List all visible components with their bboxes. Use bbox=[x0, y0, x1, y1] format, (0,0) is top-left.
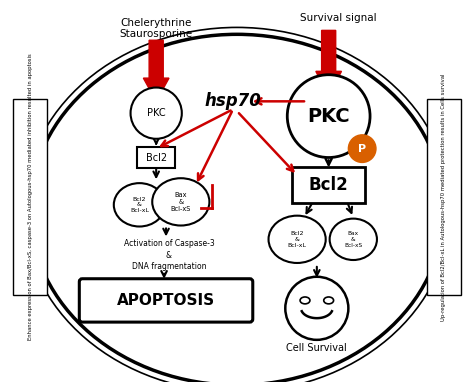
FancyBboxPatch shape bbox=[13, 99, 47, 296]
Text: Bcl2: Bcl2 bbox=[309, 176, 348, 194]
Text: Bax
&
Bcl-xS: Bax & Bcl-xS bbox=[344, 231, 363, 248]
Circle shape bbox=[287, 75, 370, 157]
Circle shape bbox=[348, 135, 376, 162]
Text: Up-regulation of Bcl2/Bcl-xL in Autologous-hsp70 mediated protection results in : Up-regulation of Bcl2/Bcl-xL in Autologo… bbox=[441, 73, 447, 321]
Text: P: P bbox=[358, 144, 366, 154]
FancyBboxPatch shape bbox=[292, 167, 365, 203]
Text: Cell Survival: Cell Survival bbox=[286, 343, 347, 353]
Text: Bcl2: Bcl2 bbox=[146, 152, 167, 162]
Text: APOPTOSIS: APOPTOSIS bbox=[117, 293, 215, 308]
Polygon shape bbox=[143, 40, 169, 101]
Text: Survival signal: Survival signal bbox=[300, 13, 377, 23]
Text: Bax
&
Bcl-xS: Bax & Bcl-xS bbox=[171, 192, 191, 212]
Ellipse shape bbox=[152, 178, 210, 226]
Circle shape bbox=[130, 87, 182, 139]
Text: PKC: PKC bbox=[307, 107, 350, 126]
Text: Chelerythrine
Staurosporine: Chelerythrine Staurosporine bbox=[119, 18, 193, 39]
Text: Bcl2
&
Bcl-xL: Bcl2 & Bcl-xL bbox=[288, 231, 307, 248]
Ellipse shape bbox=[300, 297, 310, 304]
Text: Enhance expression of Bax/Bcl-xS, caspase-3 on Autologous-hsp70 mediated inhibit: Enhance expression of Bax/Bcl-xS, caspas… bbox=[27, 54, 33, 340]
Text: Bcl2
&
Bcl-xL: Bcl2 & Bcl-xL bbox=[130, 196, 149, 213]
Polygon shape bbox=[316, 30, 341, 96]
Text: hsp70: hsp70 bbox=[205, 92, 262, 110]
Circle shape bbox=[285, 277, 348, 340]
FancyBboxPatch shape bbox=[137, 147, 175, 168]
Ellipse shape bbox=[324, 297, 334, 304]
FancyBboxPatch shape bbox=[79, 279, 253, 322]
FancyBboxPatch shape bbox=[427, 99, 461, 296]
Text: PKC: PKC bbox=[147, 108, 165, 118]
Ellipse shape bbox=[114, 183, 165, 226]
Ellipse shape bbox=[269, 216, 326, 263]
Ellipse shape bbox=[329, 219, 377, 260]
Text: Activation of Caspase-3
&
DNA fragmentation: Activation of Caspase-3 & DNA fragmentat… bbox=[124, 239, 214, 271]
